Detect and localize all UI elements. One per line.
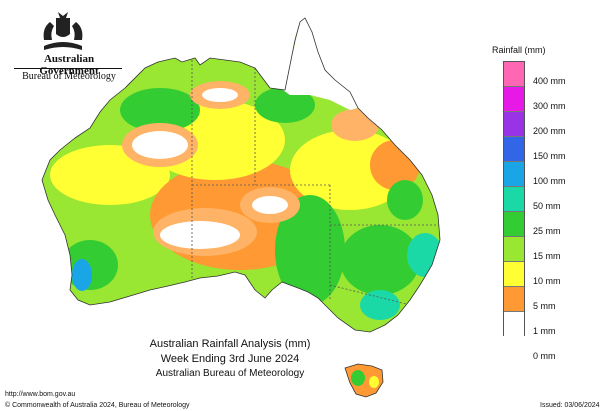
coat-of-arms-icon bbox=[43, 12, 83, 50]
footer-copyright: © Commonwealth of Australia 2024, Bureau… bbox=[5, 402, 190, 409]
legend-swatch bbox=[504, 137, 524, 162]
tasmania-east-rain bbox=[369, 376, 379, 388]
legend-label: 50 mm bbox=[533, 201, 561, 211]
legend-label: 300 mm bbox=[533, 101, 566, 111]
tasmania-west-rain bbox=[351, 370, 365, 386]
legend-label: 15 mm bbox=[533, 251, 561, 261]
legend-swatch bbox=[504, 312, 524, 337]
legend-swatch bbox=[504, 287, 524, 312]
map-source: Australian Bureau of Meteorology bbox=[155, 368, 305, 379]
legend-swatch bbox=[504, 87, 524, 112]
legend bbox=[503, 61, 525, 337]
legend-swatch bbox=[504, 62, 524, 87]
legend-label: 1 mm bbox=[533, 326, 556, 336]
header-divider bbox=[14, 68, 122, 69]
map-title: Australian Rainfall Analysis (mm) bbox=[149, 338, 311, 350]
legend-swatch bbox=[504, 212, 524, 237]
australia-coastline bbox=[41, 17, 441, 333]
state-borders bbox=[191, 60, 440, 306]
legend-label: 150 mm bbox=[533, 151, 566, 161]
legend-swatch bbox=[504, 187, 524, 212]
legend-title: Rainfall (mm) bbox=[492, 45, 546, 55]
legend-swatch bbox=[504, 262, 524, 287]
legend-label: 200 mm bbox=[533, 126, 566, 136]
footer-url[interactable]: http://www.bom.gov.au bbox=[5, 391, 76, 398]
legend-label: 0 mm bbox=[533, 351, 556, 361]
legend-label: 400 mm bbox=[533, 76, 566, 86]
legend-swatch bbox=[504, 112, 524, 137]
legend-swatch bbox=[504, 162, 524, 187]
legend-swatch bbox=[504, 237, 524, 262]
map-period: Week Ending 3rd June 2024 bbox=[160, 353, 300, 365]
legend-label: 100 mm bbox=[533, 176, 566, 186]
footer-issued-date: Issued: 03/06/2024 bbox=[540, 402, 600, 409]
legend-label: 10 mm bbox=[533, 276, 561, 286]
agency-name: Bureau of Meteorology bbox=[22, 71, 116, 82]
legend-label: 5 mm bbox=[533, 301, 556, 311]
legend-label: 25 mm bbox=[533, 226, 561, 236]
